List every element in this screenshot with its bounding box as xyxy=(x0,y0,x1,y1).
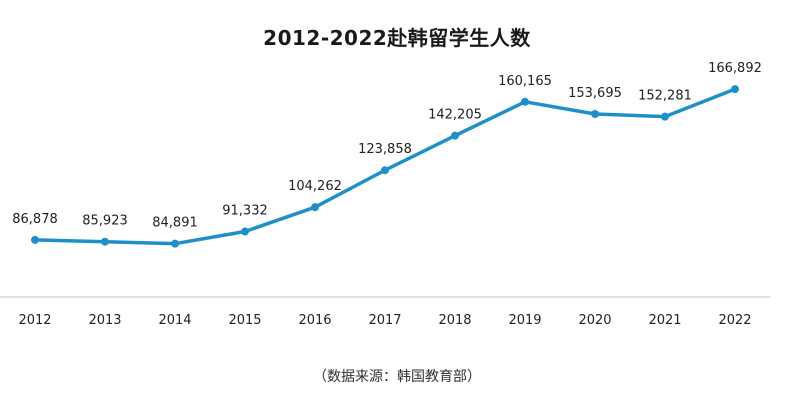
data-label: 153,695 xyxy=(568,86,622,101)
data-label: 104,262 xyxy=(288,179,342,194)
data-point xyxy=(521,97,529,106)
x-tick-labels: 2012 2013 2014 2015 2016 2017 2018 2019 2020 2021… xyxy=(18,313,751,328)
data-label: 91,332 xyxy=(222,204,268,219)
data-point xyxy=(101,237,109,246)
data-points xyxy=(31,85,739,248)
data-point xyxy=(731,85,739,94)
x-tick-label: 2015 xyxy=(228,313,261,328)
chart-title: 2012-2022赴韩留学生人数 xyxy=(263,26,531,50)
data-point xyxy=(381,166,389,175)
x-tick-label: 2019 xyxy=(508,313,541,328)
data-point xyxy=(31,235,39,244)
data-point xyxy=(241,227,249,236)
x-tick-label: 2020 xyxy=(578,313,611,328)
data-label: 166,892 xyxy=(708,61,762,76)
data-label: 142,205 xyxy=(428,108,482,123)
x-tick-label: 2016 xyxy=(298,313,331,328)
x-tick-label: 2013 xyxy=(88,313,121,328)
data-label: 123,858 xyxy=(358,142,412,157)
x-tick-label: 2021 xyxy=(648,313,681,328)
data-point xyxy=(311,203,319,212)
x-tick-label: 2012 xyxy=(18,313,51,328)
data-point xyxy=(591,109,599,118)
data-label: 84,891 xyxy=(152,216,198,231)
x-tick-label: 2018 xyxy=(438,313,471,328)
data-point xyxy=(171,239,179,248)
data-point xyxy=(451,131,459,140)
data-label: 160,165 xyxy=(498,74,552,89)
x-tick-label: 2022 xyxy=(718,313,751,328)
data-point xyxy=(661,112,669,121)
data-source-note: （数据来源：韩国教育部） xyxy=(313,369,481,385)
x-tick-label: 2017 xyxy=(368,313,401,328)
data-label: 152,281 xyxy=(638,89,692,104)
x-tick-label: 2014 xyxy=(158,313,191,328)
data-label: 86,878 xyxy=(12,212,58,227)
data-label: 85,923 xyxy=(82,214,128,229)
data-labels: 86,878 85,923 84,891 91,332 104,262 123,858 14… xyxy=(12,61,762,231)
